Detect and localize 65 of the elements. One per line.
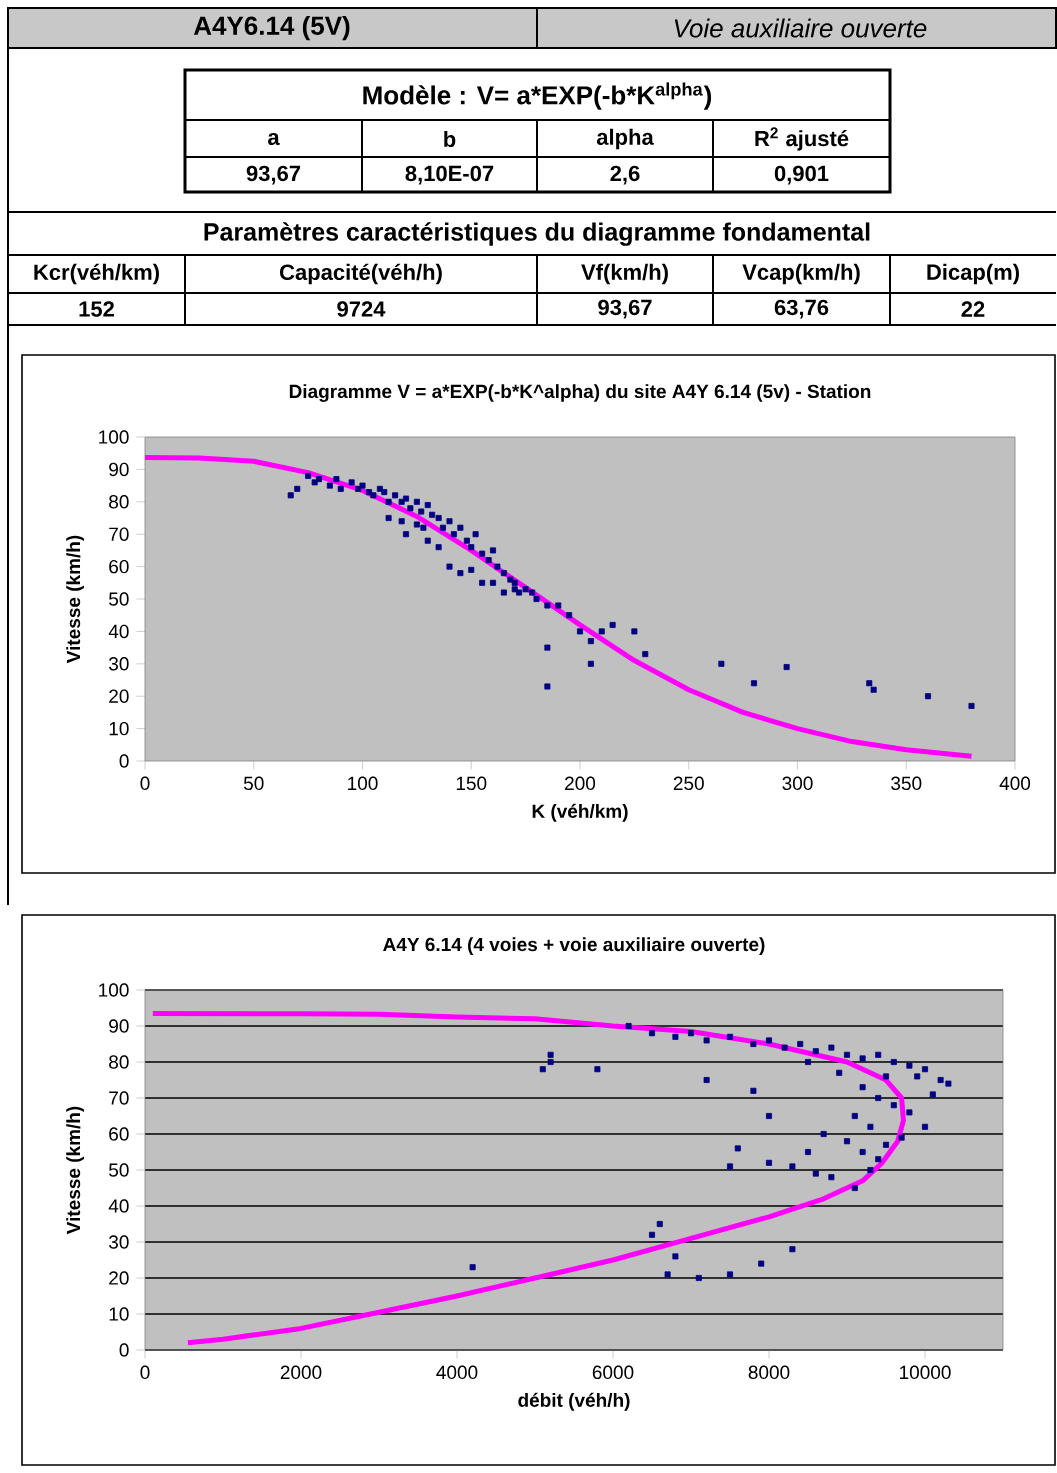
y-tick-label: 100 (99, 983, 129, 997)
y-tick-label: 90 (109, 462, 129, 477)
text: Vf(km/h) (581, 263, 668, 285)
text: 2,6 (610, 165, 640, 185)
x-tick-label: 150 (456, 776, 487, 791)
y-tick-label: 30 (108, 1235, 129, 1249)
x-tick-label: 0 (140, 776, 150, 791)
x-tick-label: 350 (891, 776, 922, 791)
y-tick-label: 60 (109, 1127, 129, 1141)
x-tick-label: 300 (782, 776, 813, 791)
y-tick-label: 10 (109, 1307, 129, 1321)
text: 0,901 (774, 165, 829, 185)
y-tick-label: 40 (108, 624, 129, 639)
text: alpha (596, 128, 654, 150)
y-tick-label: 80 (109, 495, 129, 509)
y-tick-label: 20 (109, 1271, 129, 1285)
text: 93,67 (246, 165, 301, 185)
y-tick-label: 40 (108, 1199, 129, 1213)
y-tick-label: 0 (119, 754, 129, 768)
y-tick-label: 50 (109, 1163, 129, 1177)
text: Modèle : V= a*EXP(-b*K$^{alpha}$) (363, 82, 712, 110)
x-tick-label: 200 (565, 776, 596, 791)
text: Dicap(m) (927, 263, 1019, 285)
y-tick-label: 90 (109, 1019, 129, 1033)
x-tick-label: 8000 (748, 1365, 790, 1380)
x-axis-title: K (véh/km) (532, 803, 628, 822)
chart-title: A4Y 6.14 (4 voies + voie auxiliaire ouverte) (383, 937, 765, 955)
text: 22 (961, 301, 985, 317)
x-tick-label: 250 (673, 776, 704, 791)
y-tick-label: 60 (109, 559, 129, 574)
y-tick-label: 20 (109, 689, 129, 703)
text: Capacité(véh/h) (280, 263, 442, 285)
y-tick-label: 10 (109, 721, 129, 736)
y-axis-title: Vitesse (km/h) (66, 535, 84, 664)
x-axis-title: débit (véh/h) (518, 1392, 630, 1411)
y-tick-label: 50 (109, 592, 129, 606)
chart-title: Diagramme V = a*EXP(-b*K^alpha) du site A4Y 6.14 (5v) - Station (289, 384, 871, 402)
y-tick-label: 80 (109, 1055, 129, 1069)
text: Voie auxiliaire ouverte (674, 18, 927, 38)
x-tick-label: 0 (140, 1365, 150, 1380)
text: 8,10E-07 (405, 165, 494, 185)
text: 152 (79, 301, 114, 317)
y-tick-label: 70 (109, 1091, 129, 1105)
x-tick-label: 400 (999, 776, 1031, 791)
y-tick-label: 0 (119, 1343, 129, 1357)
text: A4Y6.14 (5V) (193, 15, 350, 41)
y-axis-title: Vitesse (km/h) (66, 1106, 84, 1235)
text: 9724 (337, 301, 386, 317)
y-tick-label: 100 (99, 430, 129, 444)
text: 93,67 (598, 299, 652, 319)
y-tick-label: 70 (109, 527, 129, 541)
text: Paramètres caractéristiques du diagramme fondamental (204, 222, 870, 246)
text: Vcap(km/h) (742, 263, 860, 285)
x-tick-label: 2000 (280, 1365, 322, 1380)
x-tick-label: 50 (243, 776, 264, 791)
text: Kcr(véh/km) (34, 263, 159, 285)
x-tick-label: 10000 (900, 1365, 951, 1380)
x-tick-label: 6000 (592, 1365, 634, 1380)
x-tick-label: 4000 (436, 1365, 478, 1380)
x-tick-label: 100 (348, 776, 378, 791)
text: 63,76 (774, 299, 829, 319)
text: a (268, 133, 280, 146)
text: R$^{2}$ ajusté (755, 127, 849, 151)
y-tick-label: 30 (108, 657, 129, 671)
text: b (444, 130, 456, 148)
